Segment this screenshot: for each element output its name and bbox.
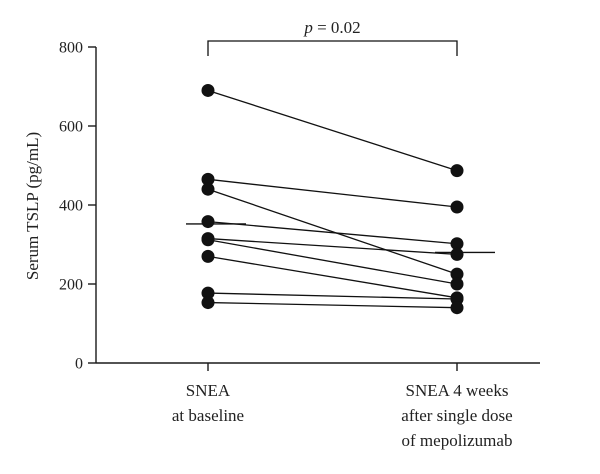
baseline-point [201,249,215,263]
x-category-label: after single dose [401,406,512,425]
followup-point [450,247,464,261]
pair-line [207,239,458,285]
x-axis [96,362,540,371]
category-labels: SNEA at baseline SNEA 4 weeks after single … [172,381,513,450]
y-tick-label: 200 [59,277,83,294]
baseline-point [201,172,215,186]
x-category-label: SNEA 4 weeks [406,381,509,400]
baseline-point [201,296,215,310]
pair-line [207,188,458,275]
y-tick-label: 600 [59,119,83,136]
y-axis: 0 200 400 600 800 [59,40,97,373]
bracket-line [207,40,458,56]
followup-point [450,200,464,214]
y-tick-label: 800 [59,40,83,57]
pair-line [207,220,458,245]
significance-bracket: p = 0.02 [207,18,458,56]
y-axis-title: Serum TSLP (pg/mL) [23,132,42,280]
pair-line [207,255,458,299]
followup-point [450,277,464,291]
x-category-label: at baseline [172,406,244,425]
x-category-label: of mepolizumab [402,431,513,450]
y-tick-label: 400 [59,198,83,215]
pair-line [207,301,458,309]
median-lines [186,223,495,254]
baseline-point [201,182,215,196]
baseline-point [201,286,215,300]
followup-point [450,237,464,251]
pair-line [207,237,458,256]
followup-point [450,267,464,281]
baseline-point [201,83,215,97]
followup-point [450,301,464,315]
pair-line [207,89,458,172]
data-points [201,83,464,315]
baseline-point [201,215,215,229]
p-symbol: p [303,18,313,37]
y-tick-label: 0 [75,356,83,373]
x-category-label: SNEA [186,381,231,400]
pair-line [207,178,458,208]
pair-line [207,292,458,300]
pair-lines [207,89,458,309]
followup-point [450,164,464,178]
baseline-point [201,233,215,247]
p-value-annotation: p = 0.02 [303,18,360,37]
p-value-text: = 0.02 [313,18,361,37]
